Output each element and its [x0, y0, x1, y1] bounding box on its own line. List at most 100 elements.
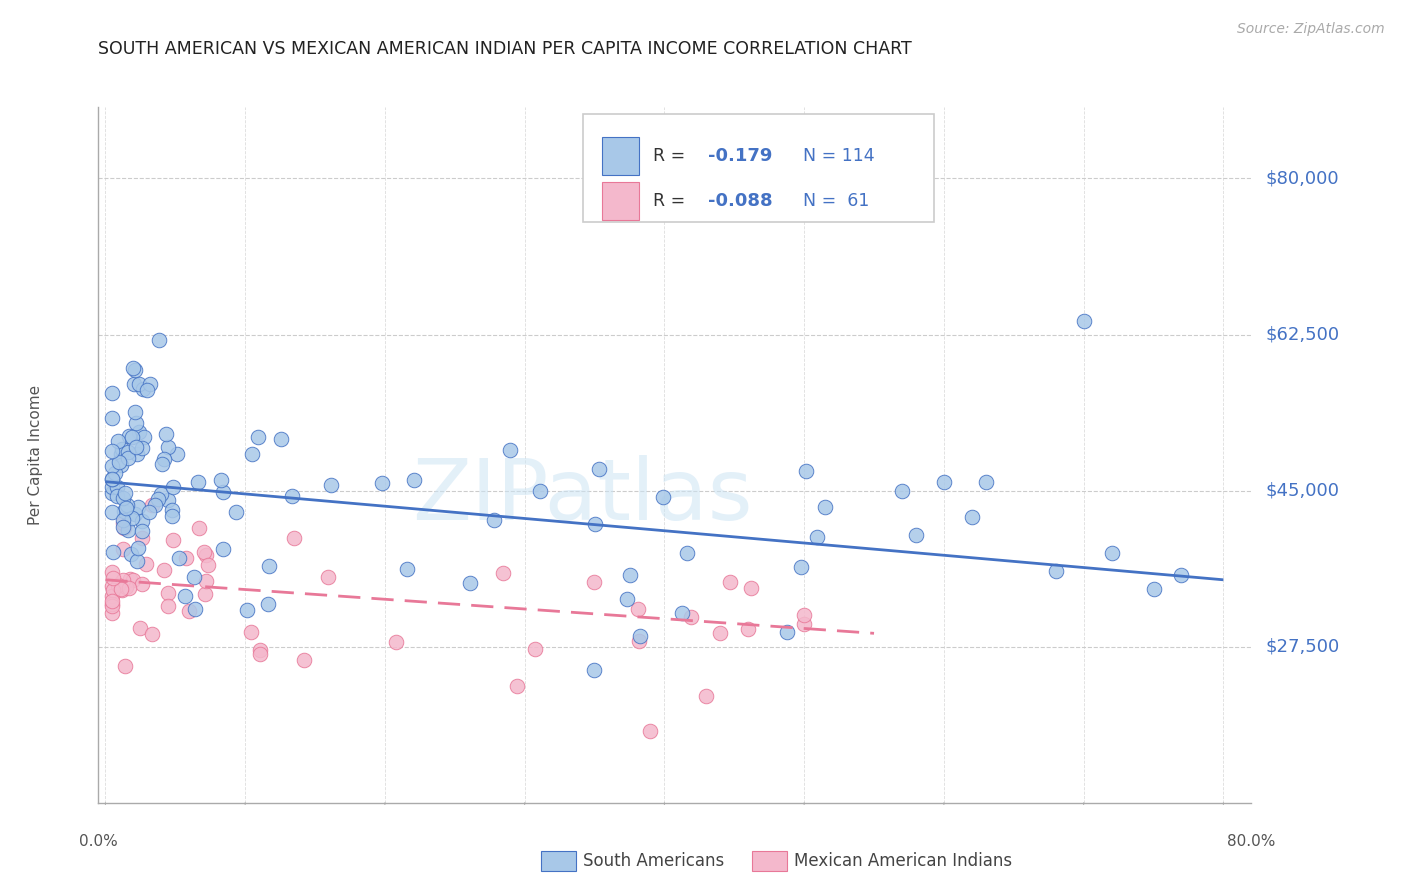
Point: [117, 445, 139, 459]
Point: [270, 433, 292, 447]
Text: $62,500: $62,500: [1265, 326, 1340, 343]
Point: [197, 558, 219, 573]
Point: [122, 376, 145, 391]
Point: [160, 509, 183, 524]
Point: [794, 464, 817, 478]
Point: [118, 572, 141, 586]
Point: [179, 603, 201, 617]
Point: [127, 541, 149, 555]
Point: [193, 545, 215, 559]
Point: [904, 528, 927, 542]
Point: [709, 626, 731, 640]
Point: [129, 621, 152, 635]
Text: -0.179: -0.179: [709, 147, 773, 165]
Point: [101, 599, 124, 614]
Point: [141, 627, 163, 641]
Point: [281, 489, 304, 503]
Point: [492, 566, 515, 580]
Point: [104, 466, 127, 480]
Point: [152, 452, 174, 467]
Point: [101, 472, 124, 486]
Point: [458, 576, 481, 591]
Point: [891, 483, 914, 498]
Bar: [602, 182, 640, 220]
Point: [194, 586, 217, 600]
Point: [582, 663, 605, 677]
Point: [117, 524, 139, 538]
Point: [121, 547, 143, 561]
Point: [110, 447, 132, 461]
Point: [112, 516, 135, 531]
Point: [174, 590, 197, 604]
Point: [110, 582, 132, 596]
Point: [112, 513, 135, 527]
Point: [153, 563, 176, 577]
Point: [155, 426, 177, 441]
Point: [652, 490, 675, 504]
Point: [121, 510, 143, 524]
Point: [160, 503, 183, 517]
Point: [127, 500, 149, 515]
Point: [627, 634, 650, 648]
Point: [141, 498, 163, 512]
Point: [115, 501, 138, 516]
Point: [225, 505, 247, 519]
Point: [107, 455, 129, 469]
Point: [101, 589, 124, 603]
Point: [370, 476, 392, 491]
Point: [125, 554, 148, 568]
Text: South Americans: South Americans: [583, 852, 724, 870]
Point: [114, 486, 136, 500]
Point: [187, 475, 209, 489]
Text: N =  61: N = 61: [803, 192, 869, 211]
Point: [162, 480, 184, 494]
Point: [209, 473, 232, 487]
Point: [974, 475, 997, 489]
Point: [101, 544, 124, 558]
Point: [257, 597, 280, 611]
Point: [131, 531, 153, 545]
Point: [506, 679, 529, 693]
Point: [110, 458, 132, 473]
Point: [101, 505, 124, 519]
Point: [101, 594, 124, 608]
Point: [640, 724, 662, 739]
Point: [101, 480, 124, 494]
Text: N = 114: N = 114: [803, 147, 875, 165]
Point: [240, 447, 263, 461]
Point: [135, 558, 157, 572]
Point: [124, 508, 146, 522]
Point: [128, 377, 150, 392]
Point: [789, 559, 811, 574]
Point: [121, 573, 143, 587]
Point: [249, 648, 271, 662]
Point: [183, 570, 205, 584]
Text: $45,000: $45,000: [1265, 482, 1340, 500]
Point: [1170, 568, 1192, 582]
Point: [174, 550, 197, 565]
Point: [101, 472, 124, 486]
Point: [105, 480, 128, 494]
Point: [111, 583, 134, 598]
Point: [101, 485, 124, 500]
Point: [695, 689, 717, 703]
Point: [316, 570, 339, 584]
Point: [776, 625, 799, 640]
Point: [125, 440, 148, 454]
Point: [156, 441, 179, 455]
Point: [292, 652, 315, 666]
Point: [166, 447, 188, 461]
Point: [101, 579, 124, 593]
Point: [112, 573, 135, 587]
Point: [628, 629, 651, 643]
Point: [111, 520, 134, 534]
Point: [143, 498, 166, 512]
Point: [125, 417, 148, 431]
Point: [117, 582, 139, 596]
Point: [132, 382, 155, 396]
Point: [616, 591, 638, 606]
Text: $80,000: $80,000: [1265, 169, 1339, 187]
Point: [112, 504, 135, 518]
Point: [150, 457, 173, 471]
Text: 80.0%: 80.0%: [1227, 834, 1275, 849]
